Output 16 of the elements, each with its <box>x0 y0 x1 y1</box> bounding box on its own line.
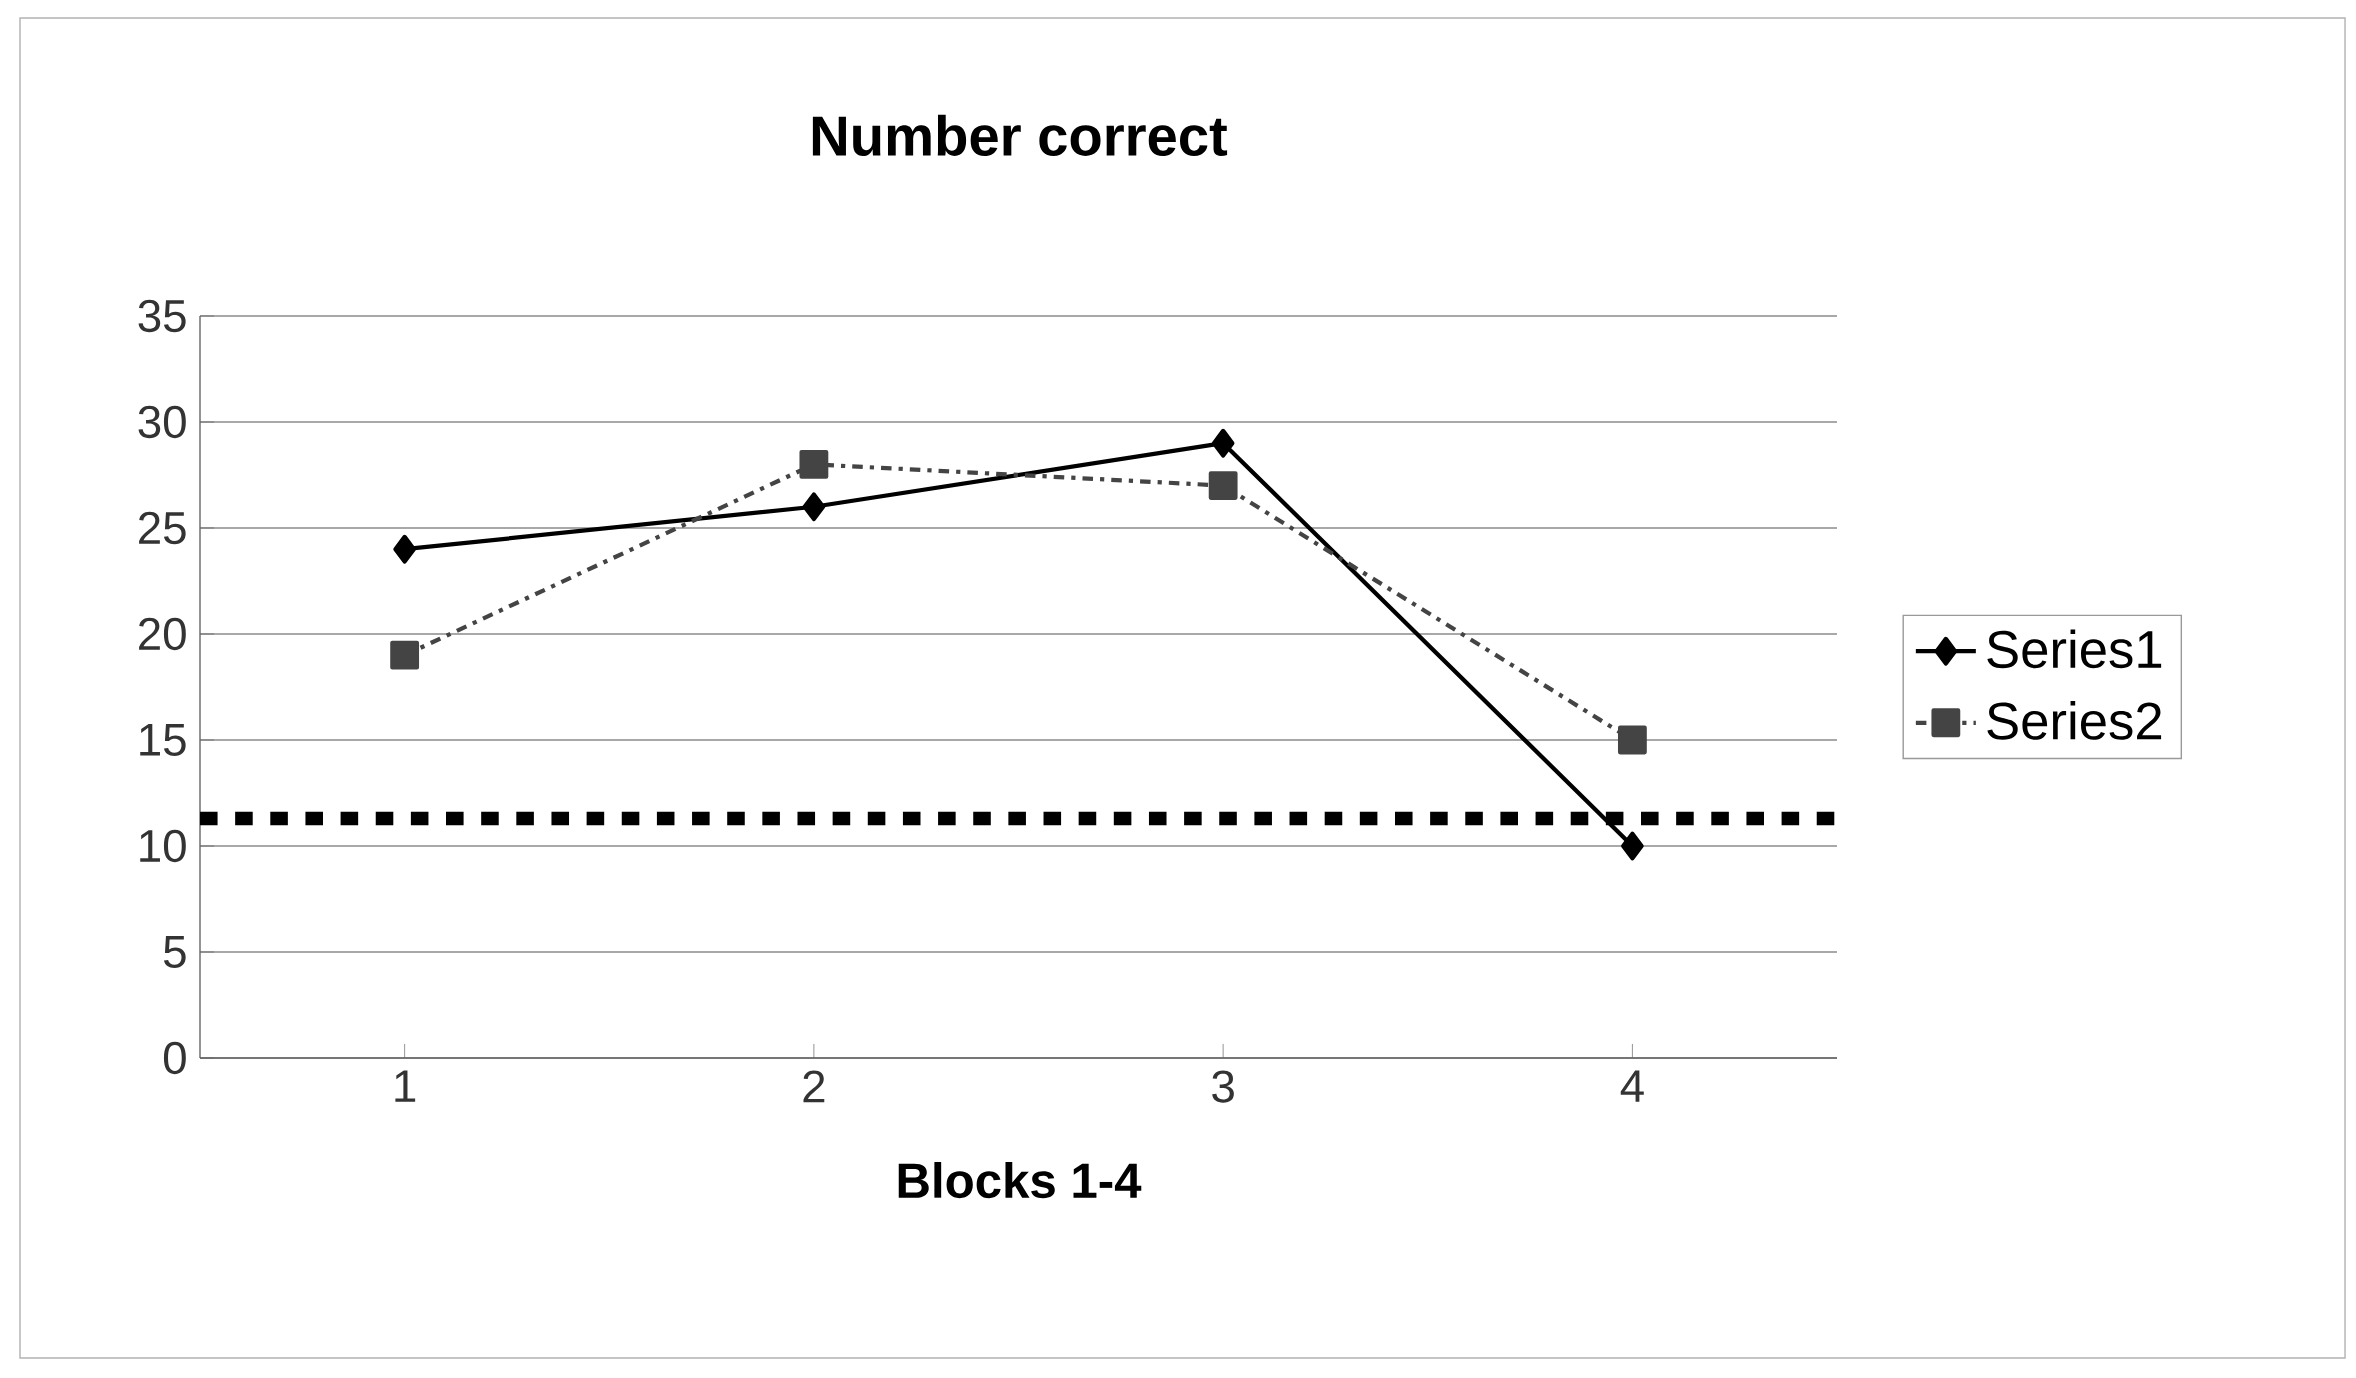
y-tick-label: 25 <box>139 511 186 545</box>
x-tick-label: 2 <box>803 1070 825 1103</box>
y-tick-label: 15 <box>140 724 186 756</box>
x-tick-label: 4 <box>1620 1070 1644 1102</box>
x-tick-label: 1 <box>395 1070 416 1102</box>
y-tick-label: 10 <box>140 829 186 863</box>
y-tick-label: 5 <box>164 936 186 968</box>
legend-label: Series1 <box>1987 629 2162 669</box>
x-axis-title: Blocks 1-4 <box>898 1162 1142 1199</box>
y-tick-label: 30 <box>138 405 186 439</box>
chart-title: Number correct <box>812 114 1228 156</box>
y-tick-label: 35 <box>138 299 186 333</box>
y-tick-label: 20 <box>139 617 186 651</box>
y-tick-label: 0 <box>163 1041 186 1075</box>
x-tick-label: 3 <box>1212 1070 1234 1103</box>
legend-label: Series2 <box>1987 701 2162 740</box>
